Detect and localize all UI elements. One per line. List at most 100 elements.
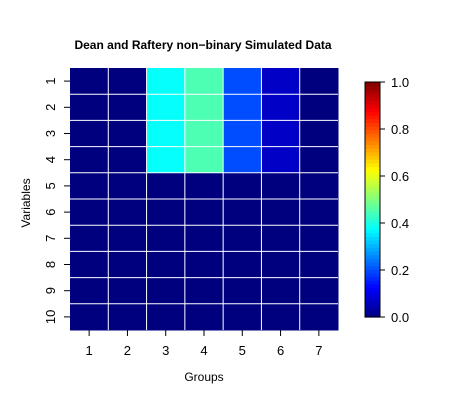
colorbar-segment (365, 265, 380, 270)
colorbar-segment (365, 239, 380, 245)
colorbar-segment (365, 140, 380, 146)
colorbar-tick-label: 0.6 (391, 169, 409, 184)
heatmap-cell (184, 172, 224, 200)
x-tick-label: 6 (277, 343, 284, 358)
heatmap-cell (70, 277, 109, 305)
colorbar-segment (365, 85, 380, 90)
colorbar-segment (365, 82, 380, 87)
colorbar-segment (365, 276, 380, 281)
colorbar-segment (365, 129, 380, 135)
colorbar-segment (365, 159, 380, 164)
heatmap-cell (108, 303, 148, 331)
colorbar-segment (365, 309, 380, 314)
colorbar-segment (365, 247, 380, 252)
heatmap-cell (108, 94, 148, 121)
heatmap-cell (299, 225, 339, 252)
colorbar-segment (365, 115, 380, 120)
colorbar-tick-label: 0.4 (391, 216, 409, 231)
heatmap-cell (299, 146, 339, 174)
heatmap-cell (70, 68, 109, 95)
heatmap-cell (223, 94, 262, 121)
heatmap-cell (223, 68, 262, 95)
colorbar-segment (365, 305, 380, 311)
heatmap-cell (184, 94, 224, 121)
heatmap-cell (261, 251, 301, 279)
colorbar-segment (365, 287, 380, 292)
heatmap-cell (70, 120, 109, 148)
x-tick-label: 3 (162, 343, 169, 358)
y-axis-label: Variables (19, 178, 33, 227)
colorbar-segment (365, 118, 380, 123)
colorbar-segment (365, 188, 380, 193)
heatmap-cell (184, 303, 224, 331)
y-tick-label: 7 (43, 235, 58, 242)
heatmap-cell (70, 172, 109, 200)
heatmap-cell (184, 251, 224, 279)
colorbar-segment (365, 203, 380, 208)
colorbar-segment (365, 313, 380, 318)
colorbar-tick-label: 1.0 (391, 75, 409, 90)
y-tick-label: 8 (43, 261, 58, 268)
heatmap-cells (70, 68, 339, 331)
heatmap-cell (70, 94, 109, 121)
heatmap-cell (299, 172, 339, 200)
heatmap-cell (299, 199, 339, 226)
colorbar-segment (365, 155, 380, 160)
heatmap-cell (108, 277, 148, 305)
heatmap-cell (223, 120, 262, 148)
heatmap-cell (261, 277, 301, 305)
y-tick-label: 1 (43, 77, 58, 84)
heatmap-cell (146, 199, 186, 226)
y-tick-label: 9 (43, 287, 58, 294)
colorbar-segment (365, 232, 380, 237)
heatmap-cell (146, 225, 186, 252)
heatmap-cell (146, 94, 186, 121)
colorbar: 0.0 0.2 0.4 0.6 0.8 1.0 (364, 75, 409, 325)
heatmap-cell (223, 251, 262, 279)
colorbar-segment (365, 298, 380, 303)
y-tick-label: 2 (43, 104, 58, 111)
colorbar-segment (365, 184, 380, 190)
heatmap-cell (184, 277, 224, 305)
heatmap-cell (108, 120, 148, 148)
y-tick-label: 3 (43, 130, 58, 137)
heatmap-gridlines (70, 68, 338, 330)
heatmap-cell (223, 172, 262, 200)
colorbar-segment (365, 236, 380, 241)
heatmap-cell (223, 277, 262, 305)
colorbar-segment (365, 137, 380, 142)
colorbar-tick-label: 0.8 (391, 122, 409, 137)
x-tick-label: 2 (124, 343, 131, 358)
x-tick-label: 4 (200, 343, 207, 358)
colorbar-segment (365, 126, 380, 131)
heatmap-cell (146, 68, 186, 95)
x-tick-label: 1 (86, 343, 93, 358)
heatmap-cell (299, 94, 339, 121)
colorbar-segment (365, 280, 380, 285)
heatmap-cell (223, 303, 262, 331)
y-tick-label: 5 (43, 182, 58, 189)
colorbar-segment (365, 122, 380, 127)
heatmap-cell (261, 94, 301, 121)
heatmap-cell (108, 146, 148, 174)
heatmap-cell (70, 225, 109, 252)
colorbar-segment (365, 291, 380, 296)
heatmap-cell (261, 146, 301, 174)
heatmap-cell (184, 120, 224, 148)
heatmap-cell (70, 146, 109, 174)
heatmap-cell (223, 225, 262, 252)
heatmap-cell (108, 251, 148, 279)
colorbar-segment (365, 192, 380, 197)
heatmap-cell (146, 172, 186, 200)
colorbar-segment (365, 272, 380, 278)
heatmap-cell (299, 303, 339, 331)
colorbar-segment (365, 181, 380, 186)
heatmap-cell (184, 68, 224, 95)
heatmap-cell (299, 251, 339, 279)
chart-title: Dean and Raftery non−binary Simulated Da… (74, 38, 331, 52)
heatmap-cell (299, 120, 339, 148)
colorbar-segment (365, 173, 380, 179)
colorbar-segment (365, 261, 380, 267)
colorbar-segment (365, 250, 380, 256)
colorbar-segment (365, 177, 380, 182)
